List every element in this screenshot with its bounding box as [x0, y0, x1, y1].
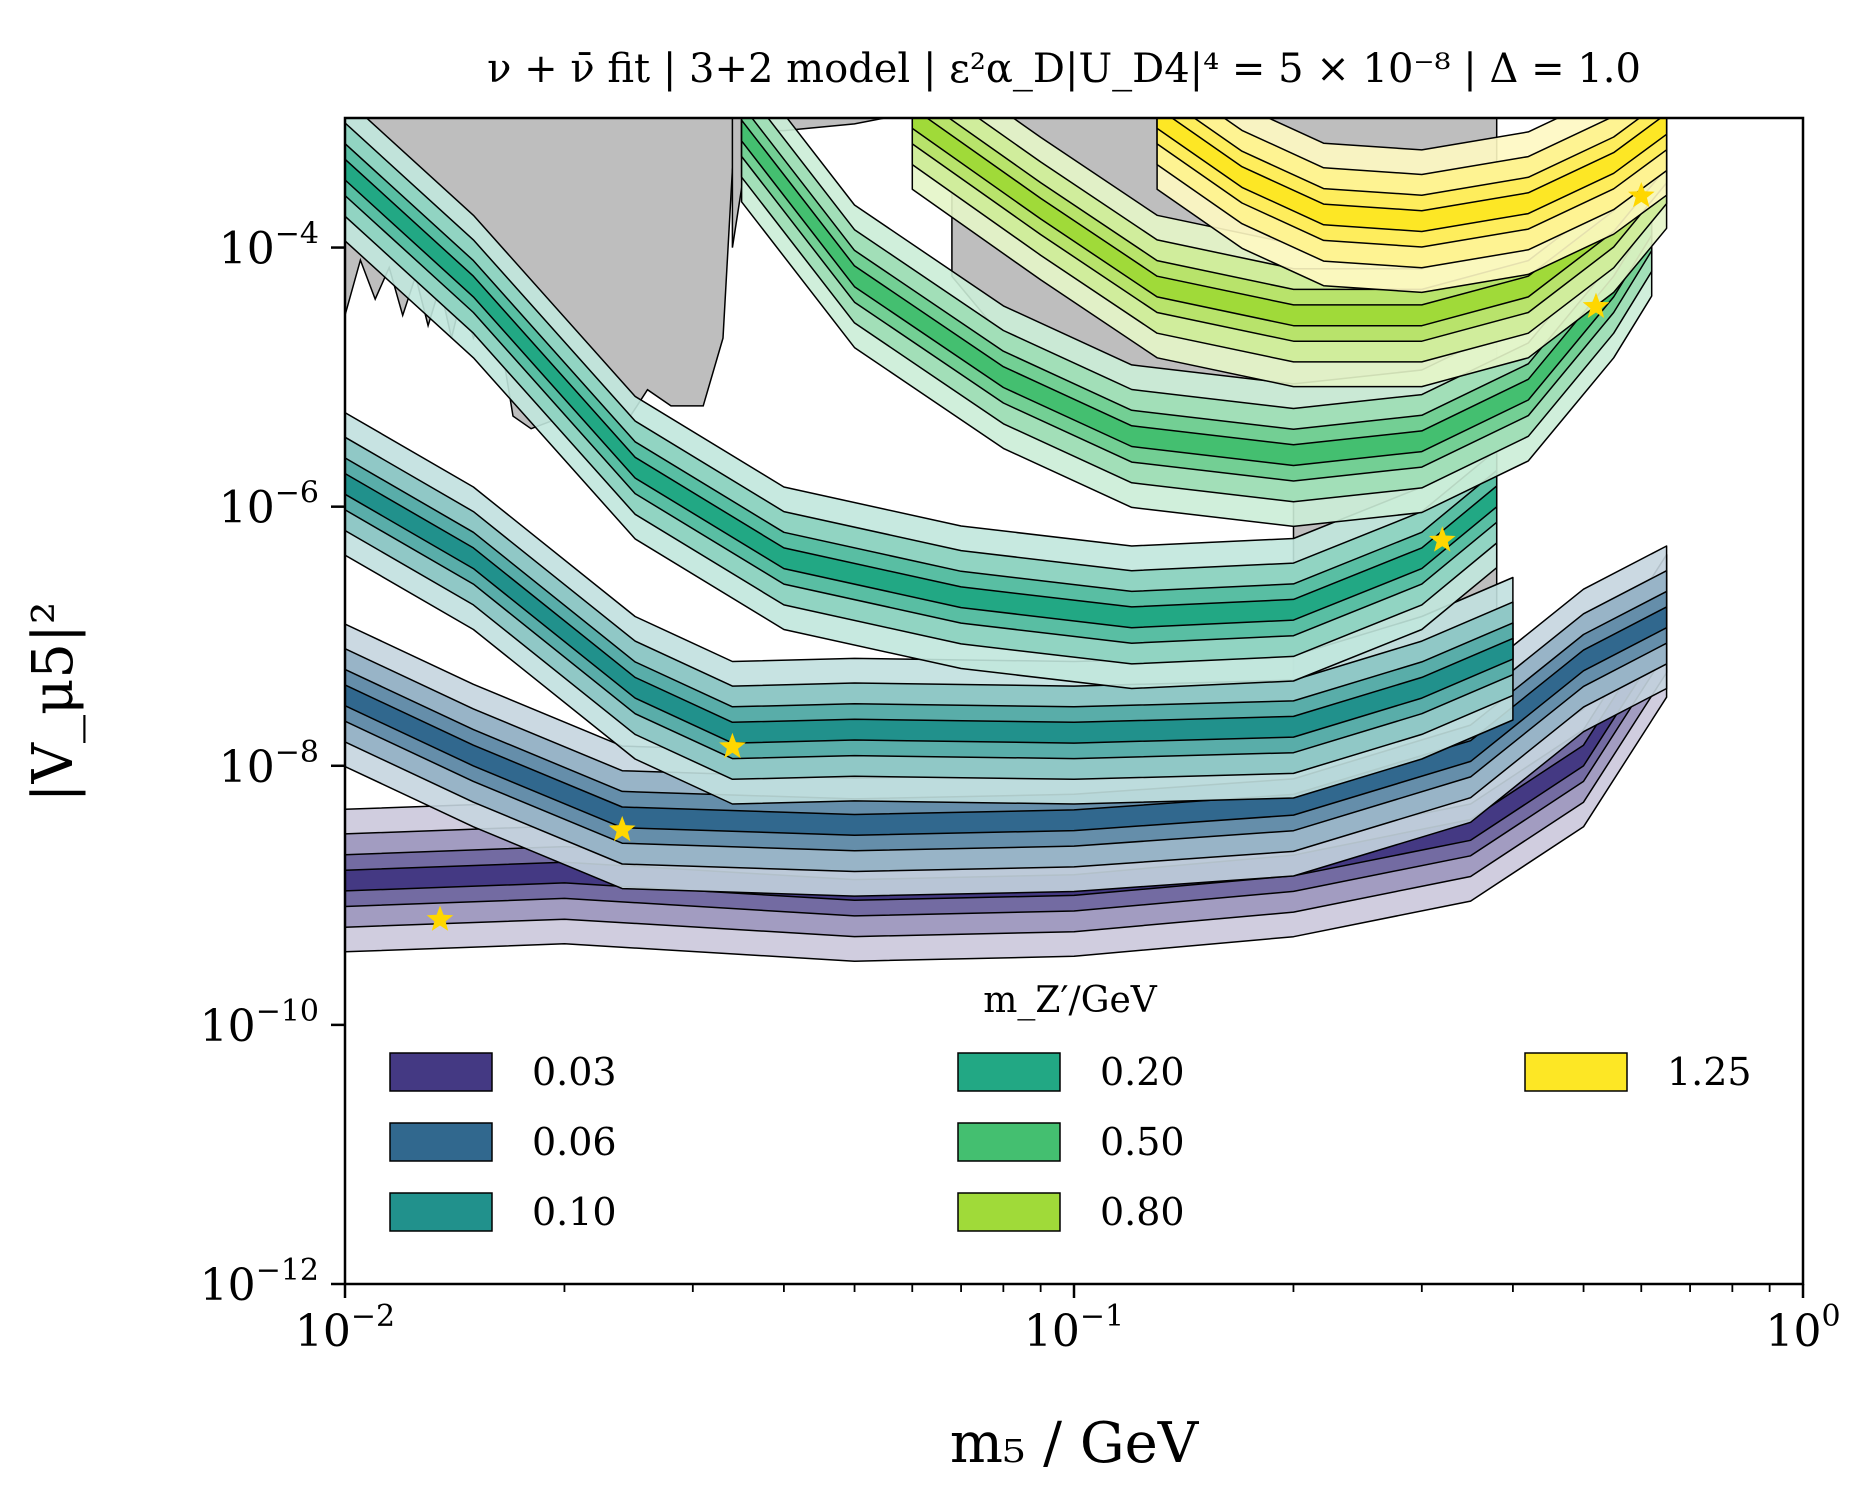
legend-label-0.20: 0.20: [1100, 1050, 1185, 1094]
y-tick-base: 10: [200, 1001, 256, 1052]
x-tick-label: 10−1: [1024, 1299, 1124, 1357]
legend-label-0.50: 0.50: [1100, 1120, 1185, 1164]
band-0.10-level-4: [345, 472, 1514, 744]
y-tick-label: 10−6: [219, 476, 319, 534]
legend-swatch-0.10: [389, 1192, 493, 1232]
band-1.25-level-3: [1156, 118, 1668, 248]
y-tick-exp: −6: [275, 476, 319, 511]
plot-area: [345, 118, 1668, 962]
band-0.20-level-1: [345, 118, 1498, 690]
legend-label-0.06: 0.06: [532, 1120, 617, 1164]
y-tick-label: 10−12: [200, 1253, 319, 1311]
x-tick-label: 10−2: [295, 1299, 395, 1357]
legend-label-0.80: 0.80: [1100, 1190, 1185, 1234]
x-tick-base: 10: [1024, 1306, 1080, 1357]
legend: m_Z′/GeV 0.03 0.06 0.10 0.20 0.50 0.80 1.25: [389, 980, 1752, 1234]
legend-swatch-0.20: [957, 1052, 1061, 1092]
best-fit-star-0.03: [426, 905, 454, 931]
y-tick-label: 10−4: [219, 217, 319, 275]
band-0.50-level-2: [740, 118, 1653, 503]
y-tick-exp: −8: [275, 735, 319, 770]
x-tick-label: 100: [1765, 1299, 1840, 1357]
y-tick-exp: −12: [256, 1253, 319, 1288]
best-fit-markers: [426, 182, 1655, 931]
y-tick-base: 10: [219, 224, 275, 275]
x-tick-base: 10: [295, 1306, 351, 1357]
best-fit-star-0.10: [719, 732, 746, 759]
legend-swatch-0.80: [957, 1192, 1061, 1232]
band-0.20: [345, 118, 1498, 690]
best-fit-star-0.06: [608, 815, 636, 842]
band-1.25-level-2: [1156, 118, 1668, 269]
x-axis-ticks: 10−2 10−1 100: [295, 1284, 1841, 1357]
legend-label-1.25: 1.25: [1667, 1050, 1752, 1094]
x-tick-exp: −2: [351, 1299, 395, 1334]
y-tick-label: 10−10: [200, 994, 319, 1052]
y-tick-base: 10: [219, 742, 275, 793]
y-tick-base: 10: [200, 1260, 256, 1311]
band-0.20-level-4: [345, 158, 1498, 629]
contour-bands: [345, 118, 1668, 962]
legend-swatch-0.06: [389, 1122, 493, 1162]
band-1.25-level-4: [1156, 118, 1668, 233]
x-tick-exp: −1: [1080, 1299, 1124, 1334]
best-fit-star-0.80: [1628, 182, 1655, 208]
x-tick-exp: 0: [1821, 1299, 1840, 1334]
y-tick-base: 10: [219, 483, 275, 534]
legend-swatch-0.50: [957, 1122, 1061, 1162]
legend-title: m_Z′/GeV: [983, 980, 1158, 1021]
band-0.50: [740, 118, 1653, 528]
band-1.25: [1156, 118, 1668, 294]
band-0.10: [345, 411, 1514, 805]
y-tick-exp: −4: [275, 217, 319, 252]
legend-label-0.03: 0.03: [532, 1050, 617, 1094]
best-fit-star-0.20: [1428, 526, 1456, 552]
best-fit-star-0.50: [1582, 292, 1610, 318]
legend-swatch-1.25: [1524, 1052, 1628, 1092]
y-axis-label: |V_μ5|²: [21, 602, 86, 803]
x-axis-label: m₅ / GeV: [950, 1411, 1200, 1476]
band-0.50-level-3: [740, 118, 1653, 482]
x-tick-base: 10: [1765, 1306, 1821, 1357]
y-tick-label: 10−8: [219, 735, 319, 793]
y-tick-exp: −10: [256, 994, 319, 1029]
legend-label-0.10: 0.10: [532, 1190, 617, 1234]
chart-title: ν + ν̄ fit | 3+2 model | ε²α_D|U_D4|⁴ = …: [487, 46, 1641, 92]
legend-swatch-0.03: [389, 1052, 493, 1092]
